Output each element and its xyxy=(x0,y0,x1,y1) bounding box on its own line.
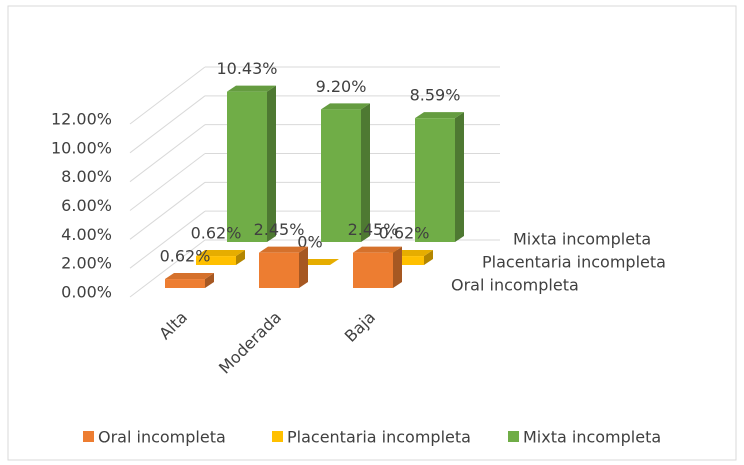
y-tick-label: 10.00% xyxy=(51,138,112,157)
data-label: 9.20% xyxy=(316,77,367,96)
data-label: 0.62% xyxy=(379,224,430,243)
depth-label: Placentaria incompleta xyxy=(482,253,666,272)
legend-label: Mixta incompleta xyxy=(523,428,661,447)
data-label: 2.45% xyxy=(254,220,305,239)
y-tick-label: 6.00% xyxy=(61,196,112,215)
grid-line xyxy=(129,210,206,269)
data-label: 0.62% xyxy=(191,224,242,243)
bar xyxy=(353,252,393,288)
bar xyxy=(321,109,361,242)
legend-swatch xyxy=(508,431,519,442)
grid-line xyxy=(129,66,206,125)
bar-top xyxy=(259,246,308,253)
grid-line xyxy=(129,153,206,211)
bar-side xyxy=(267,85,276,242)
bar-side xyxy=(393,246,402,288)
depth-label: Mixta incompleta xyxy=(513,230,651,249)
bar-side xyxy=(236,250,245,265)
bar-side xyxy=(205,273,214,288)
bar-side xyxy=(299,246,308,288)
bar-side xyxy=(361,103,370,242)
bar-top xyxy=(165,273,214,280)
chart-border xyxy=(7,5,737,461)
bar-top xyxy=(196,250,245,257)
legend-label: Oral incompleta xyxy=(98,428,226,447)
bar-top xyxy=(415,112,464,119)
data-label: 2.45% xyxy=(348,220,399,239)
bar-top xyxy=(353,246,402,253)
data-label: 10.43% xyxy=(216,59,277,78)
legend-swatch xyxy=(83,431,94,442)
data-label: 0.62% xyxy=(160,247,211,266)
bar xyxy=(165,279,205,288)
bar-side xyxy=(455,112,464,243)
bar xyxy=(259,252,299,288)
y-tick-label: 0.00% xyxy=(61,283,112,302)
y-tick-label: 2.00% xyxy=(61,254,112,273)
grid-line xyxy=(129,124,206,183)
legend-swatch xyxy=(272,431,283,442)
data-label: 8.59% xyxy=(410,86,461,105)
bar-side xyxy=(424,250,433,265)
y-tick-label: 8.00% xyxy=(61,167,112,186)
legend-label: Placentaria incompleta xyxy=(287,428,471,447)
bar-top xyxy=(227,85,276,92)
bar xyxy=(415,118,455,242)
depth-label: Oral incompleta xyxy=(451,276,579,295)
y-tick-label: 12.00% xyxy=(51,110,112,129)
bar xyxy=(227,91,267,243)
bar-top xyxy=(321,103,370,110)
y-tick-label: 4.00% xyxy=(61,225,112,244)
bar xyxy=(196,256,236,265)
grid-line xyxy=(129,181,206,240)
grid-line xyxy=(129,239,206,298)
grid-line xyxy=(129,95,206,154)
bar xyxy=(384,256,424,265)
